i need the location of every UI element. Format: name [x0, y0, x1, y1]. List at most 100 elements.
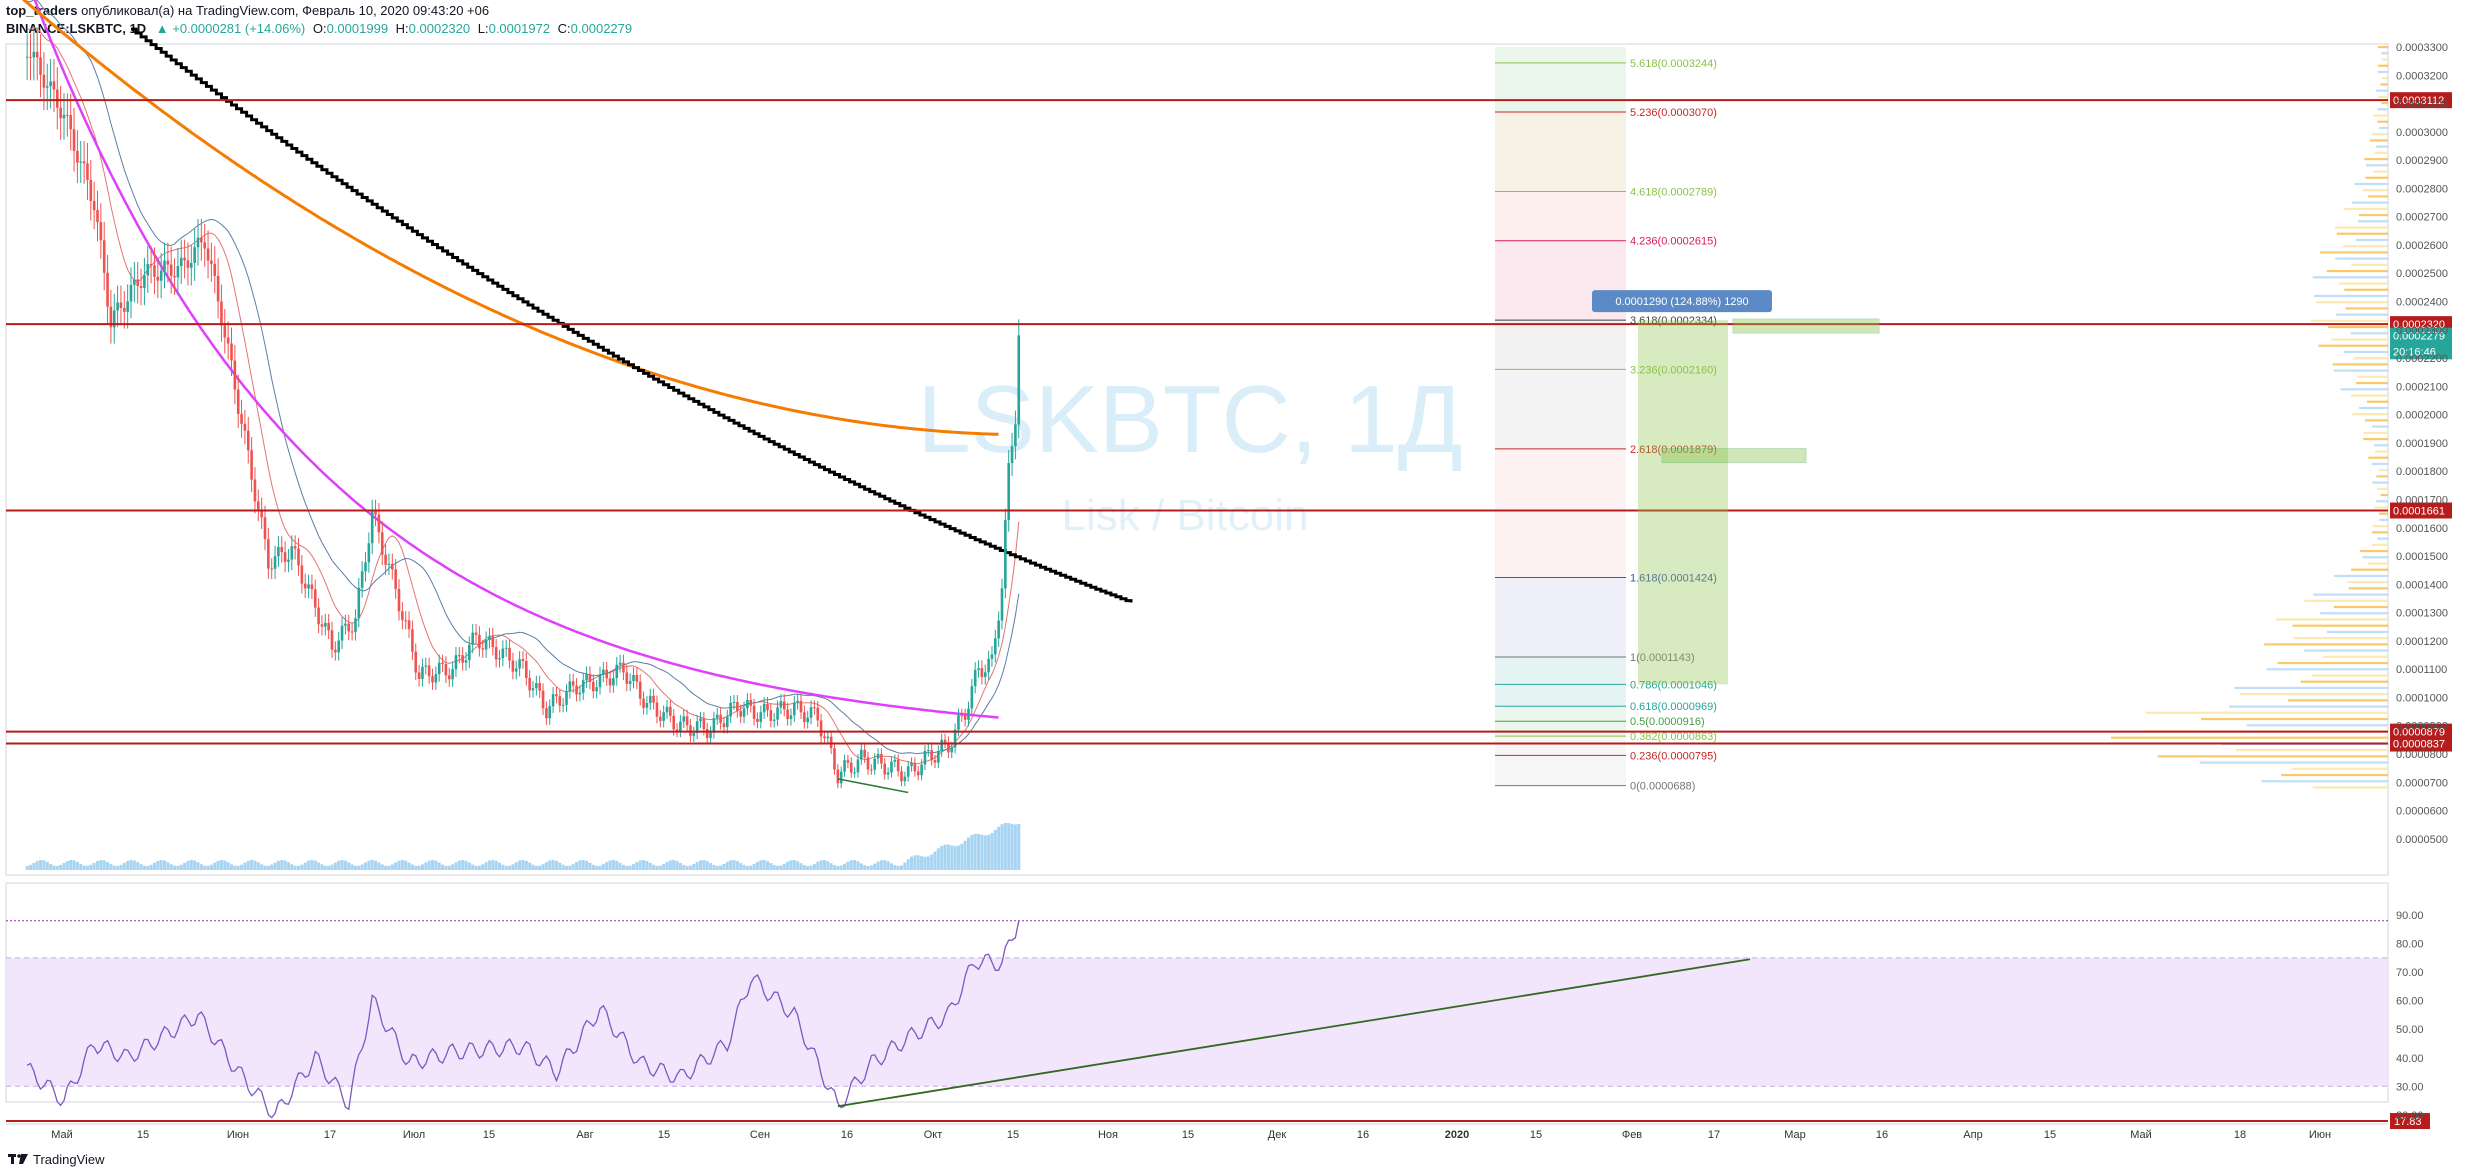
- fib-zone-6: [1495, 448, 1626, 578]
- volume-profile-bar: [2372, 525, 2388, 528]
- volume-profile-bar: [2357, 220, 2388, 223]
- candle-body: [210, 260, 213, 264]
- volume-profile-bar: [2366, 400, 2388, 403]
- volume-bar: [635, 862, 639, 870]
- volume-profile-bar: [2365, 176, 2388, 179]
- candle-body: [206, 248, 210, 261]
- candle-body: [447, 675, 451, 680]
- candle-body: [464, 660, 468, 663]
- volume-bar: [732, 860, 736, 870]
- candle-body: [508, 647, 511, 661]
- candle-body: [149, 263, 153, 266]
- volume-profile-bar: [2379, 512, 2388, 515]
- author-name[interactable]: top_traders: [6, 3, 78, 18]
- fib-level-label: 0.5(0.0000916): [1630, 716, 1705, 728]
- volume-bar: [950, 845, 954, 870]
- candle-body: [1010, 446, 1014, 464]
- volume-bar: [990, 832, 994, 870]
- volume-bar: [531, 864, 535, 870]
- volume-bar: [695, 861, 699, 870]
- volume-bar: [655, 865, 659, 870]
- rsi-axis-tick: 50.00: [2396, 1024, 2424, 1036]
- candle-body: [488, 636, 491, 640]
- time-axis-tick: 17: [324, 1129, 336, 1141]
- rsi-level-label: 17.83: [2394, 1116, 2422, 1128]
- fib-level-label: 5.236(0.0003070): [1630, 107, 1717, 119]
- candle-body: [890, 761, 893, 773]
- time-axis-tick: Фев: [1622, 1129, 1642, 1141]
- candle-body: [421, 666, 424, 679]
- candle-body: [672, 715, 675, 730]
- candle-body: [377, 514, 381, 533]
- candle-body: [521, 659, 525, 661]
- price-axis-tick: 0.0003000: [2396, 127, 2448, 139]
- volume-profile-bar: [2277, 661, 2388, 665]
- volume-bar: [946, 844, 950, 870]
- candle-body: [957, 715, 960, 730]
- price-axis-tick: 0.0003300: [2396, 42, 2448, 54]
- candle-body: [863, 749, 866, 758]
- level-price-tag: [2390, 502, 2452, 519]
- volume-bar: [216, 860, 220, 870]
- volume-profile-bar: [2292, 624, 2388, 627]
- volume-bar: [126, 860, 130, 870]
- volume-bar: [839, 865, 843, 870]
- candle-body: [742, 708, 746, 717]
- candle-body: [62, 114, 66, 119]
- volume-profile-bar: [2304, 649, 2388, 652]
- footer-brand[interactable]: TradingView: [33, 1151, 105, 1167]
- candle-body: [766, 703, 769, 711]
- time-axis-tick: Авг: [576, 1129, 593, 1141]
- candle-body: [190, 263, 193, 268]
- volume-bar: [357, 865, 361, 870]
- volume-bar: [407, 862, 411, 870]
- volume-bar: [632, 864, 635, 870]
- volume-bar: [404, 860, 408, 870]
- time-axis-tick: 16: [1357, 1129, 1369, 1141]
- volume-bar: [39, 860, 43, 870]
- time-axis-tick: Май: [51, 1129, 73, 1141]
- candle-body: [645, 703, 649, 708]
- measure-label-box: [1592, 290, 1772, 313]
- volume-profile-bar: [2350, 568, 2388, 571]
- candle-body: [203, 242, 206, 249]
- volume-profile-bar: [2350, 332, 2388, 335]
- volume-bar: [903, 862, 907, 870]
- volume-profile-bar: [2378, 64, 2388, 67]
- candle-body: [350, 631, 354, 633]
- rsi-line: [26, 920, 1020, 1119]
- volume-profile-bar: [2264, 643, 2388, 646]
- volume-profile-bar: [2344, 288, 2388, 291]
- volume-bar: [431, 860, 434, 870]
- candle-body: [277, 546, 280, 557]
- volume-bar: [471, 864, 475, 870]
- volume-profile-bar: [2363, 437, 2388, 441]
- candle-body: [126, 301, 129, 312]
- volume-profile-bar: [2261, 780, 2388, 783]
- tradingview-logo-icon: [8, 1154, 28, 1164]
- price-axis-tick: 0.0002300: [2396, 325, 2448, 337]
- candle-body: [769, 710, 773, 721]
- volume-bar: [980, 834, 984, 870]
- candle-body: [618, 662, 622, 665]
- volume-bar: [859, 863, 863, 870]
- candle-body: [337, 640, 340, 653]
- volume-bar: [256, 862, 260, 870]
- candle-body: [468, 644, 471, 661]
- candle-body: [813, 707, 816, 709]
- candle-body: [682, 716, 686, 722]
- candle-body: [997, 620, 1000, 639]
- volume-bar: [809, 865, 813, 870]
- volume-bar: [843, 863, 847, 870]
- candle-body: [605, 669, 608, 679]
- target-box-lower: [1661, 448, 1807, 464]
- volume-bar: [35, 861, 39, 870]
- candle-body: [1017, 335, 1021, 425]
- candle-body: [441, 662, 444, 665]
- volume-bar: [658, 865, 662, 870]
- candle-body: [994, 638, 997, 655]
- volume-bar: [273, 862, 277, 870]
- price-axis-tick: 0.0001100: [2396, 664, 2447, 676]
- volume-bar: [293, 865, 297, 870]
